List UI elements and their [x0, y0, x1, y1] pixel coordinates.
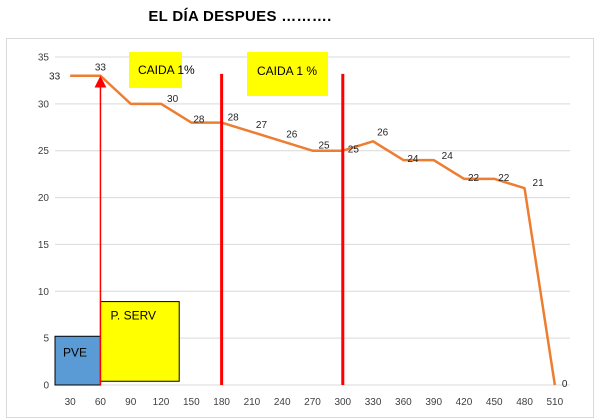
data-label: 25 [348, 145, 360, 156]
caida-1-label: CAIDA 1% [138, 63, 195, 77]
x-tick-label: 420 [456, 397, 473, 408]
x-tick-label: 90 [125, 397, 137, 408]
y-tick-label: 0 [43, 381, 49, 392]
pve-label: PVE [63, 345, 87, 359]
data-label: 28 [228, 113, 240, 124]
data-label: 26 [286, 129, 298, 140]
x-tick-label: 480 [516, 397, 533, 408]
data-label: 30 [167, 94, 179, 105]
pserv-box [99, 301, 180, 382]
y-tick-label: 5 [43, 334, 49, 345]
x-tick-label: 330 [365, 397, 382, 408]
data-label: 33 [49, 72, 61, 83]
y-axis-ticks: 0 5 10 15 20 25 30 35 [38, 53, 50, 392]
chart-frame [6, 38, 594, 418]
caida-1-box [129, 52, 182, 88]
y-tick-label: 10 [38, 287, 50, 298]
data-labels: 33 33 30 28 28 27 26 25 25 26 24 24 22 22 21 0 [49, 63, 568, 390]
x-tick-label: 270 [304, 397, 321, 408]
data-label: 24 [442, 151, 454, 162]
data-label: 28 [193, 115, 205, 126]
pserv-label: P. SERV [110, 309, 156, 323]
x-tick-label: 150 [183, 397, 200, 408]
series-polyline [70, 74, 557, 386]
data-label: 25 [319, 141, 331, 152]
vertical-markers [220, 73, 345, 385]
chart-title: EL DÍA DESPUES ………. [148, 8, 332, 25]
data-label: 27 [256, 120, 268, 131]
series-line [70, 74, 557, 386]
y-tick-label: 20 [38, 193, 50, 204]
x-tick-label: 390 [425, 397, 442, 408]
annotation-boxes: CAIDA 1% CAIDA 1 % [129, 52, 328, 96]
x-tick-label: 240 [274, 397, 291, 408]
x-tick-label: 180 [213, 397, 230, 408]
x-tick-label: 360 [395, 397, 412, 408]
x-tick-label: 300 [334, 397, 351, 408]
x-tick-label: 450 [486, 397, 503, 408]
data-label: 24 [407, 154, 419, 165]
x-tick-label: 120 [153, 397, 170, 408]
legend-boxes: PVE P. SERV [54, 301, 180, 386]
data-label: 21 [533, 178, 545, 189]
x-tick-label: 510 [547, 397, 564, 408]
x-tick-label: 60 [95, 397, 107, 408]
caida-2-label: CAIDA 1 % [257, 64, 317, 78]
y-tick-label: 35 [38, 53, 50, 64]
data-label: 33 [95, 63, 107, 74]
pve-box [54, 335, 101, 386]
data-label: 26 [377, 127, 389, 138]
x-axis-ticks: 30 60 90 120 150 180 210 240 270 300 330 360 390 420 4… [65, 397, 564, 408]
data-label: 22 [468, 173, 480, 184]
y-tick-label: 25 [38, 146, 50, 157]
x-tick-label: 210 [244, 397, 261, 408]
data-label: 22 [498, 173, 510, 184]
data-label: 0 [562, 379, 568, 390]
x-tick-label: 30 [65, 397, 77, 408]
caida-2-box [247, 52, 328, 96]
y-tick-label: 30 [38, 99, 50, 110]
y-tick-label: 15 [38, 240, 50, 251]
